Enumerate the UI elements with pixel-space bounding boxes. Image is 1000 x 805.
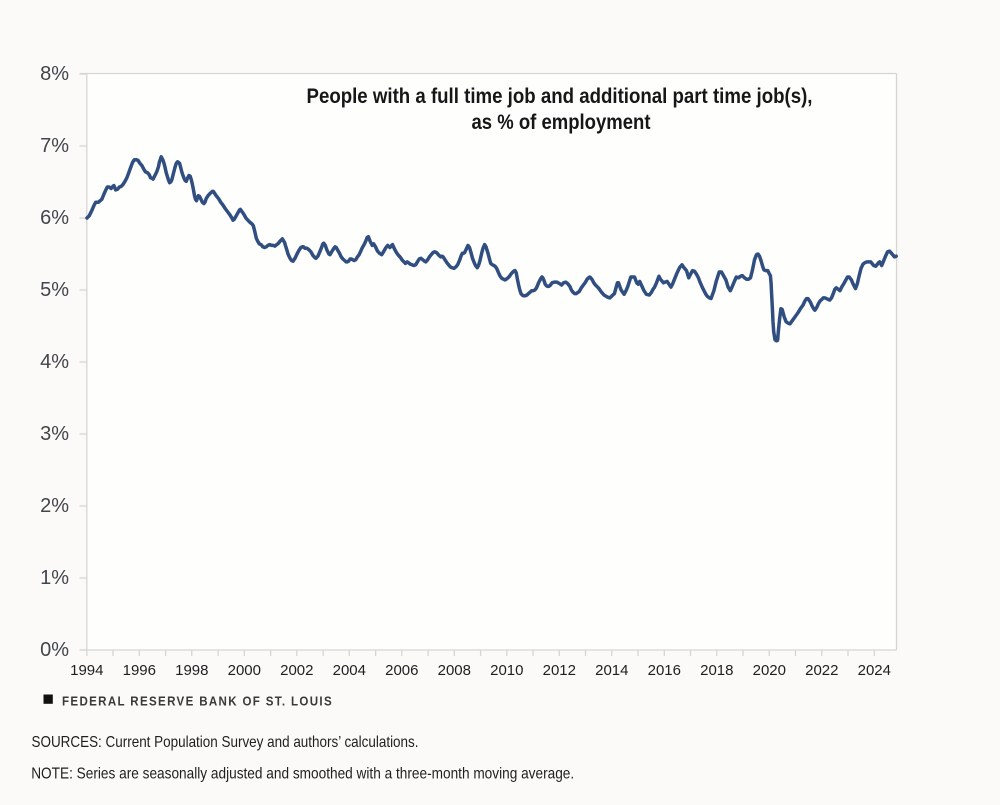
svg-text:1996: 1996 [123, 662, 156, 679]
svg-text:2022: 2022 [805, 662, 838, 679]
svg-text:5%: 5% [40, 279, 69, 301]
svg-text:People with a full time job an: People with a full time job and addition… [307, 84, 813, 108]
svg-text:1998: 1998 [175, 662, 208, 679]
svg-text:1994: 1994 [70, 662, 103, 679]
svg-text:2002: 2002 [280, 662, 313, 679]
svg-text:4%: 4% [40, 351, 69, 373]
svg-text:2016: 2016 [648, 662, 681, 679]
svg-text:FEDERAL RESERVE BANK OF ST. LO: FEDERAL RESERVE BANK OF ST. LOUIS [62, 693, 333, 708]
svg-text:as % of employment: as % of employment [472, 110, 651, 134]
svg-text:2012: 2012 [543, 662, 576, 679]
svg-text:0%: 0% [40, 639, 69, 661]
svg-text:2004: 2004 [333, 662, 366, 679]
svg-text:2000: 2000 [228, 662, 261, 679]
svg-text:3%: 3% [40, 423, 69, 445]
svg-text:2018: 2018 [700, 662, 733, 679]
svg-text:2006: 2006 [385, 662, 418, 679]
svg-text:6%: 6% [40, 207, 69, 229]
svg-text:7%: 7% [40, 135, 69, 157]
svg-text:2024: 2024 [858, 662, 891, 679]
svg-text:2010: 2010 [490, 662, 523, 679]
svg-text:NOTE: Series are seasonally ad: NOTE: Series are seasonally adjusted and… [31, 765, 574, 782]
svg-text:SOURCES: Current Population Su: SOURCES: Current Population Survey and a… [32, 734, 419, 751]
svg-text:2014: 2014 [595, 662, 628, 679]
svg-text:2%: 2% [40, 495, 69, 517]
svg-text:2020: 2020 [753, 662, 786, 679]
svg-text:1%: 1% [40, 567, 69, 589]
svg-text:8%: 8% [40, 63, 69, 85]
svg-text:2008: 2008 [438, 662, 471, 679]
